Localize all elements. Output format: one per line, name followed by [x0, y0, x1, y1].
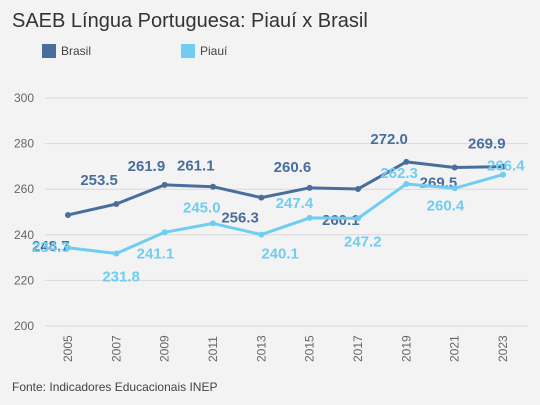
y-tick-label: 200: [14, 319, 34, 333]
data-point: [500, 163, 506, 170]
x-tick-label: 2019: [399, 335, 413, 362]
data-label: 248.7: [32, 238, 70, 255]
data-label: 247.2: [344, 233, 382, 250]
data-point: [451, 185, 458, 192]
data-label: 260.6: [274, 159, 312, 176]
x-tick-label: 2009: [158, 335, 172, 362]
data-label: 247.4: [276, 195, 314, 212]
data-label: 261.1: [177, 158, 215, 175]
x-tick-label: 2021: [448, 335, 462, 362]
data-label: 240.1: [261, 246, 299, 263]
data-point: [355, 185, 361, 192]
series-line-piaui: [67, 173, 504, 255]
data-label: 241.1: [137, 245, 175, 262]
data-label: 269.9: [468, 136, 506, 153]
data-point: [65, 211, 71, 218]
data-point: [113, 201, 120, 208]
data-point: [258, 194, 265, 201]
data-label: 260.4: [427, 197, 465, 214]
source-footer: Fonte: Indicadores Educacionais INEP: [12, 380, 218, 394]
legend-label-brasil: Brasil: [61, 44, 92, 58]
data-point: [113, 250, 120, 257]
x-tick-label: 2011: [206, 336, 220, 362]
x-tick-label: 2013: [254, 335, 268, 362]
y-tick-label: 220: [14, 273, 34, 287]
data-label: 256.3: [221, 210, 259, 227]
data-point: [65, 244, 71, 251]
data-point: [161, 181, 168, 188]
data-point: [403, 180, 410, 187]
legend-item-piaui: Piauí: [181, 44, 227, 58]
data-point: [258, 231, 265, 238]
data-point: [403, 158, 410, 165]
data-label: 272.0: [370, 131, 408, 148]
x-tick-label: 2007: [109, 335, 123, 362]
data-point: [355, 215, 361, 222]
data-point: [306, 184, 313, 191]
data-label: 261.9: [128, 158, 166, 175]
data-label: 234.3: [32, 239, 70, 256]
data-label: 231.8: [102, 268, 140, 285]
data-label: 266.4: [487, 158, 525, 175]
x-tick-label: 2017: [351, 335, 365, 362]
data-label: 262.3: [380, 165, 418, 182]
y-tick-label: 280: [14, 137, 34, 151]
x-tick-label: 2005: [61, 335, 75, 362]
legend-item-brasil: Brasil: [42, 44, 91, 58]
legend: Brasil Piauí: [0, 44, 540, 64]
y-tick-label: 240: [14, 228, 34, 242]
x-tick-label: 2023: [496, 335, 510, 362]
y-tick-label: 260: [14, 182, 34, 196]
data-label: 260.1: [322, 212, 360, 229]
data-label: 253.5: [80, 172, 118, 189]
data-point: [306, 214, 313, 221]
data-point: [161, 229, 168, 236]
data-point: [210, 183, 216, 190]
legend-swatch-piaui: [181, 44, 195, 58]
data-point: [451, 164, 458, 171]
data-point: [500, 171, 506, 178]
x-tick-label: 2015: [303, 335, 317, 362]
data-point: [210, 220, 216, 227]
legend-swatch-brasil: [42, 44, 56, 58]
series-line-brasil: [67, 160, 504, 217]
legend-label-piaui: Piauí: [200, 44, 228, 58]
data-label: 245.0: [183, 199, 221, 216]
chart-title: SAEB Língua Portuguesa: Piauí x Brasil: [12, 10, 368, 32]
y-tick-label: 300: [14, 91, 34, 105]
